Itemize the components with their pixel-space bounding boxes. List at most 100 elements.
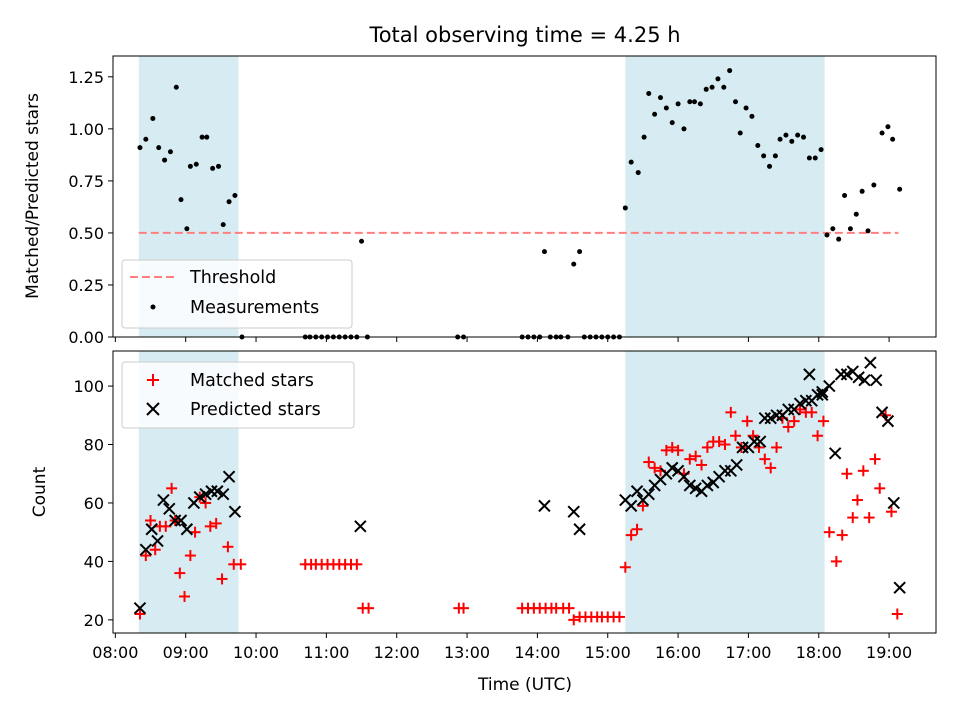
legend-matched-label: Matched stars xyxy=(190,371,314,391)
matched-stars-point xyxy=(869,453,881,465)
measurement-point xyxy=(663,105,669,111)
predicted-stars-point xyxy=(666,461,679,475)
measurement-point xyxy=(767,163,773,169)
matched-stars-point xyxy=(200,497,212,509)
matched-stars-point xyxy=(149,544,161,556)
measurement-point xyxy=(669,120,675,126)
measurement-point xyxy=(681,126,687,132)
measurement-point xyxy=(226,199,232,205)
predicted-stars-point xyxy=(893,581,906,594)
predicted-stars-point xyxy=(677,470,691,483)
matched-stars-point xyxy=(812,430,824,442)
measurement-point xyxy=(755,143,761,149)
predicted-stars-point xyxy=(764,412,777,425)
matched-stars-point xyxy=(631,523,643,535)
measurement-point xyxy=(890,136,896,142)
predicted-stars-point xyxy=(803,368,816,381)
predicted-stars-point xyxy=(624,499,638,513)
measurement-point xyxy=(162,157,168,163)
measurement-point xyxy=(652,111,658,117)
matched-stars-point xyxy=(851,494,863,506)
predicted-stars-point xyxy=(718,464,732,478)
predicted-stars-point xyxy=(748,435,761,448)
matched-stars-point xyxy=(696,459,708,471)
x-tick-label: 16:00 xyxy=(655,643,701,662)
matched-stars-point xyxy=(216,573,228,585)
measurement-point xyxy=(628,159,634,165)
matched-stars-point xyxy=(613,611,625,623)
predicted-stars-point xyxy=(730,458,743,472)
bottom-plot-frame xyxy=(112,350,937,634)
predicted-stars-point xyxy=(852,371,865,384)
measurement-point xyxy=(897,186,903,192)
matched-stars-point xyxy=(140,550,152,562)
measurement-point xyxy=(836,236,842,242)
matched-stars-point xyxy=(672,444,684,456)
measurement-point xyxy=(824,232,830,238)
measurement-point xyxy=(635,170,641,176)
x-tick-label: 11:00 xyxy=(303,643,349,662)
predicted-stars-point xyxy=(858,374,871,387)
measurement-point xyxy=(675,101,681,107)
predicted-stars-point xyxy=(864,356,877,369)
top-plot-marks xyxy=(137,68,903,340)
top-y-tick-label: 1.00 xyxy=(68,120,104,139)
measurement-point xyxy=(150,115,156,121)
top-axis-ticks: 0.00 0.25 0.50 0.75 1.00 1.25 xyxy=(68,68,890,347)
predicted-stars-point xyxy=(840,368,854,381)
top-observing-window xyxy=(625,56,825,337)
bottom-axis-ticks: 20 40 60 80 100 08:00 09:00 10:00 11:00 12:00 13:0… xyxy=(73,377,912,662)
predicted-stars-point xyxy=(834,368,848,381)
predicted-stars-point xyxy=(222,470,236,483)
predicted-stars-point xyxy=(782,403,795,416)
legend-measurements-label: Measurements xyxy=(190,298,319,318)
predicted-stars-point xyxy=(573,523,586,536)
measurement-point xyxy=(232,192,238,198)
predicted-stars-point xyxy=(180,523,194,536)
measurement-point xyxy=(143,136,149,142)
measurement-point xyxy=(865,228,871,234)
predicted-stars-point xyxy=(642,487,655,501)
predicted-stars-point xyxy=(870,374,883,387)
matched-stars-point xyxy=(174,567,186,579)
matched-stars-point xyxy=(145,514,157,526)
matched-stars-point xyxy=(134,608,146,620)
measurement-point xyxy=(210,165,216,171)
matched-stars-point xyxy=(684,453,696,465)
matched-stars-point xyxy=(637,500,649,512)
measurement-point xyxy=(806,155,812,161)
matched-stars-point xyxy=(719,439,731,451)
measurement-point xyxy=(721,84,727,90)
measurement-point xyxy=(871,182,877,188)
matched-stars-point xyxy=(725,406,737,418)
legend-predicted-swatch xyxy=(146,402,160,416)
measurement-point xyxy=(641,134,647,140)
top-legend-box xyxy=(121,259,353,329)
measurement-point xyxy=(709,84,715,90)
measurement-point xyxy=(879,130,885,136)
measurement-point xyxy=(187,163,193,169)
measurement-point xyxy=(801,134,807,140)
predicted-stars-point xyxy=(701,479,714,492)
matched-stars-point xyxy=(891,608,903,620)
predicted-stars-point xyxy=(799,394,813,407)
bottom-plot-marks xyxy=(133,356,906,626)
predicted-stars-point xyxy=(174,514,188,527)
measurement-point xyxy=(691,99,697,105)
matched-stars-point xyxy=(458,602,470,614)
matched-stars-point xyxy=(160,520,172,532)
measurement-point xyxy=(812,155,818,161)
bot-y-tick-label: 100 xyxy=(73,377,104,396)
matched-stars-point xyxy=(806,406,818,418)
predicted-stars-point xyxy=(216,487,230,501)
predicted-stars-point xyxy=(753,435,767,448)
bot-y-tick-label: 40 xyxy=(84,552,104,571)
matched-stars-point xyxy=(701,441,713,453)
matched-stars-point xyxy=(885,506,897,518)
predicted-stars-point xyxy=(770,409,783,422)
matched-stars-point xyxy=(874,482,886,494)
x-tick-label: 15:00 xyxy=(585,643,631,662)
matched-stars-point xyxy=(857,465,869,477)
top-y-tick-label: 1.25 xyxy=(68,68,104,87)
